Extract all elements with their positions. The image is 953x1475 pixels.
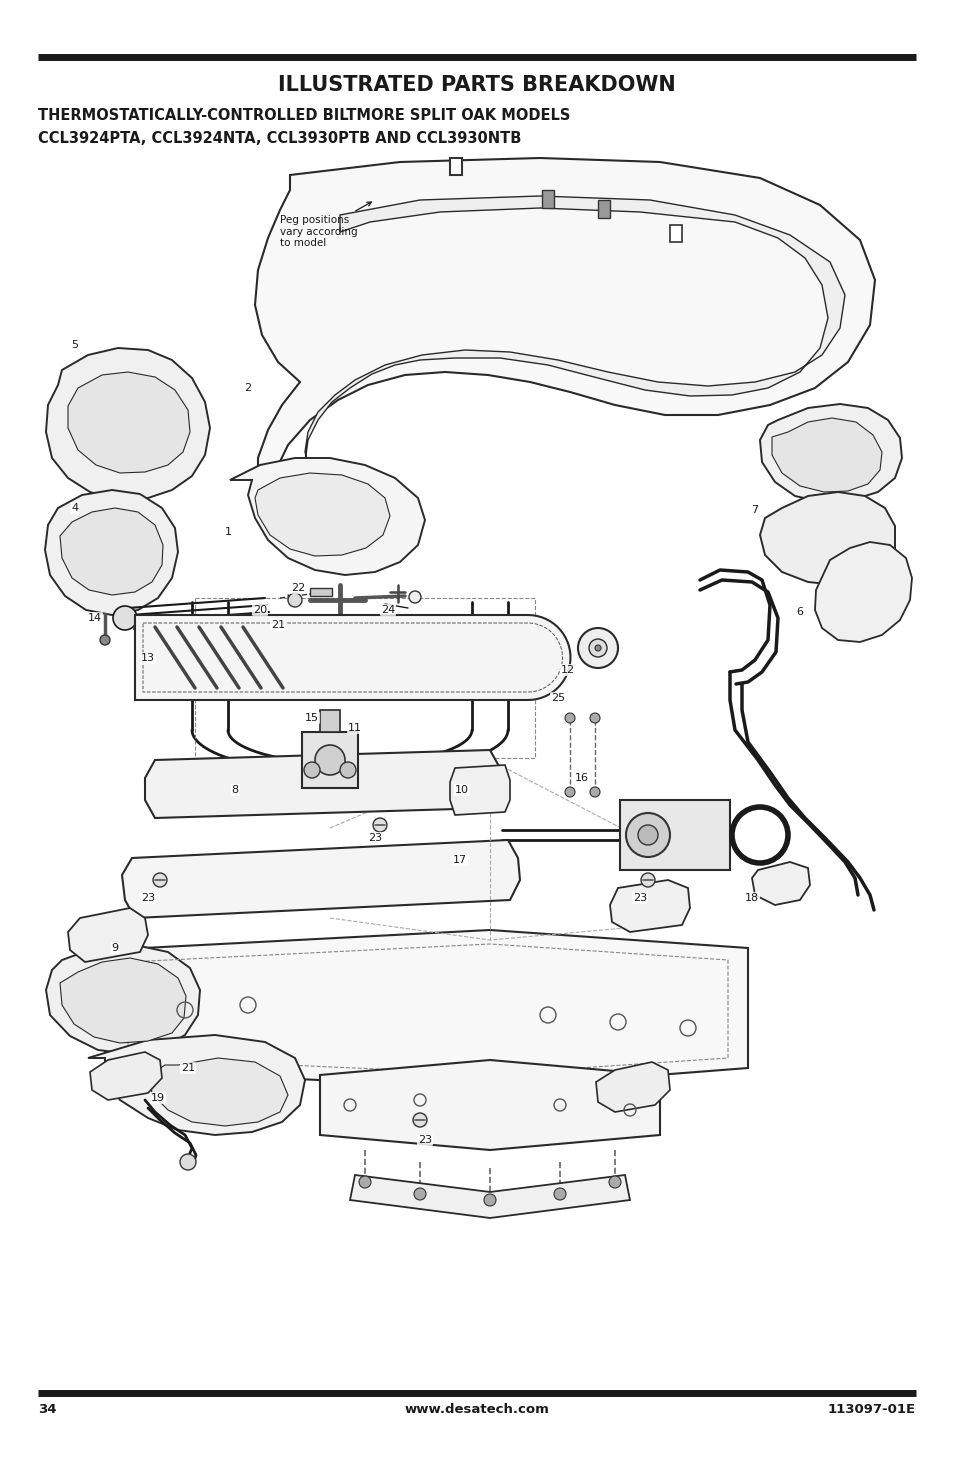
Circle shape [288,593,302,608]
Polygon shape [760,404,901,502]
Polygon shape [88,1035,305,1134]
Text: 10: 10 [455,785,469,795]
Polygon shape [145,749,499,819]
Circle shape [414,1187,426,1201]
Polygon shape [60,957,186,1043]
Text: 16: 16 [575,773,588,783]
Polygon shape [598,201,609,218]
Text: 17: 17 [453,855,467,864]
Text: 34: 34 [38,1403,56,1416]
Circle shape [100,636,110,645]
Polygon shape [135,615,570,701]
Text: www.desatech.com: www.desatech.com [404,1403,549,1416]
Circle shape [589,712,599,723]
Polygon shape [150,1058,288,1125]
Text: 23: 23 [417,1134,432,1145]
Polygon shape [45,490,178,615]
Text: 11: 11 [348,723,361,733]
Polygon shape [305,196,844,488]
Polygon shape [68,909,148,962]
Circle shape [564,712,575,723]
Polygon shape [450,766,510,816]
Polygon shape [541,190,554,208]
Circle shape [180,1153,195,1170]
Polygon shape [122,839,519,917]
Text: 25: 25 [551,693,564,704]
Polygon shape [105,931,747,1089]
Text: 22: 22 [291,583,305,593]
Text: 12: 12 [560,665,575,676]
Circle shape [373,819,387,832]
Polygon shape [350,1176,629,1218]
Polygon shape [302,732,357,788]
Text: 9: 9 [112,943,118,953]
Text: 21: 21 [181,1063,194,1072]
Polygon shape [60,507,163,594]
Polygon shape [46,348,210,500]
Text: 13: 13 [141,653,154,662]
Polygon shape [46,945,200,1055]
Text: 24: 24 [380,605,395,615]
Polygon shape [254,158,874,528]
Polygon shape [609,881,689,932]
Circle shape [578,628,618,668]
Polygon shape [619,799,729,870]
Polygon shape [90,1052,162,1100]
Text: 2: 2 [244,384,252,392]
Polygon shape [254,473,390,556]
Polygon shape [450,158,461,176]
Polygon shape [319,709,339,732]
Text: 6: 6 [796,608,802,617]
Text: 7: 7 [751,504,758,515]
Text: 15: 15 [305,712,318,723]
Text: 5: 5 [71,341,78,350]
Circle shape [152,873,167,886]
Circle shape [625,813,669,857]
Text: 18: 18 [744,892,759,903]
Text: ILLUSTRATED PARTS BREAKDOWN: ILLUSTRATED PARTS BREAKDOWN [278,75,675,94]
Circle shape [608,1176,620,1187]
Circle shape [358,1176,371,1187]
Circle shape [640,873,655,886]
Polygon shape [230,459,424,575]
Text: Peg positions
vary according
to model: Peg positions vary according to model [280,202,371,248]
Text: THERMOSTATICALLY-CONTROLLED BILTMORE SPLIT OAK MODELS: THERMOSTATICALLY-CONTROLLED BILTMORE SPL… [38,108,570,122]
Polygon shape [596,1062,669,1112]
Text: 21: 21 [271,620,285,630]
Polygon shape [310,589,332,596]
Circle shape [314,745,345,774]
Text: 4: 4 [71,503,78,513]
Text: 19: 19 [151,1093,165,1103]
Polygon shape [319,1061,659,1150]
Circle shape [339,763,355,777]
Text: 1: 1 [224,527,232,537]
Polygon shape [771,417,882,493]
Text: 23: 23 [632,892,646,903]
Circle shape [409,591,420,603]
Polygon shape [669,226,681,242]
Polygon shape [760,493,894,586]
Text: CCL3924PTA, CCL3924NTA, CCL3930PTB AND CCL3930NTB: CCL3924PTA, CCL3924NTA, CCL3930PTB AND C… [38,131,521,146]
Polygon shape [68,372,190,473]
Text: 23: 23 [141,892,155,903]
Circle shape [554,1187,565,1201]
Polygon shape [751,861,809,906]
Circle shape [564,788,575,797]
Circle shape [588,639,606,656]
Circle shape [638,825,658,845]
Text: 23: 23 [368,833,381,844]
Text: 20: 20 [253,605,267,615]
Circle shape [112,606,137,630]
Circle shape [589,788,599,797]
Text: 113097-01E: 113097-01E [827,1403,915,1416]
Circle shape [413,1114,427,1127]
Text: 14: 14 [88,614,102,622]
Polygon shape [814,541,911,642]
Circle shape [304,763,319,777]
Circle shape [595,645,600,650]
Text: 8: 8 [232,785,238,795]
Circle shape [483,1193,496,1207]
